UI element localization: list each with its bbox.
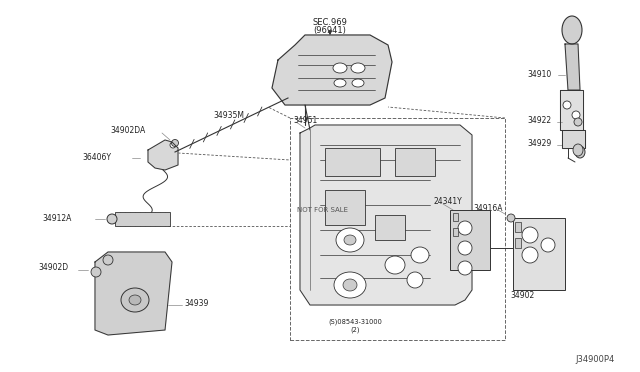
Text: NOT FOR SALE: NOT FOR SALE <box>297 207 348 213</box>
Bar <box>453 213 458 221</box>
Ellipse shape <box>91 267 101 277</box>
Ellipse shape <box>575 146 585 158</box>
Text: 34939: 34939 <box>184 299 209 308</box>
Ellipse shape <box>574 118 582 126</box>
Text: 34935M: 34935M <box>213 110 244 119</box>
Polygon shape <box>560 90 583 130</box>
Text: 34902D: 34902D <box>38 263 68 273</box>
Polygon shape <box>565 44 580 90</box>
Text: (96941): (96941) <box>314 26 346 35</box>
Ellipse shape <box>336 228 364 252</box>
Text: 24341Y: 24341Y <box>434 196 463 205</box>
Ellipse shape <box>103 255 113 265</box>
Ellipse shape <box>458 241 472 255</box>
Ellipse shape <box>334 272 366 298</box>
Ellipse shape <box>563 101 571 109</box>
Ellipse shape <box>507 214 515 222</box>
Ellipse shape <box>343 279 357 291</box>
Ellipse shape <box>573 144 583 156</box>
Ellipse shape <box>562 16 582 44</box>
Bar <box>515 238 521 248</box>
Text: (2): (2) <box>350 327 360 333</box>
Text: 36406Y: 36406Y <box>82 153 111 161</box>
Text: SEC.969: SEC.969 <box>312 17 348 26</box>
Bar <box>115 212 170 226</box>
Polygon shape <box>272 35 392 105</box>
Ellipse shape <box>172 140 179 147</box>
Bar <box>325 148 380 176</box>
Ellipse shape <box>334 79 346 87</box>
Ellipse shape <box>458 221 472 235</box>
Ellipse shape <box>541 238 555 252</box>
Ellipse shape <box>572 111 580 119</box>
Bar <box>513 218 565 290</box>
Bar <box>290 118 505 340</box>
Polygon shape <box>300 125 472 305</box>
Text: 34922: 34922 <box>527 115 551 125</box>
Text: (S)08543-31000: (S)08543-31000 <box>328 319 382 325</box>
Text: 34902DA: 34902DA <box>110 125 145 135</box>
Text: J34900P4: J34900P4 <box>575 356 614 365</box>
Bar <box>453 228 458 236</box>
Bar <box>375 215 405 240</box>
Ellipse shape <box>411 247 429 263</box>
Text: 34902: 34902 <box>510 291 534 299</box>
Ellipse shape <box>344 235 356 245</box>
Polygon shape <box>95 252 172 335</box>
Ellipse shape <box>107 214 117 224</box>
Text: 34912A: 34912A <box>42 214 72 222</box>
Ellipse shape <box>458 261 472 275</box>
Text: 34951: 34951 <box>293 115 317 125</box>
Ellipse shape <box>385 256 405 274</box>
Ellipse shape <box>352 79 364 87</box>
Polygon shape <box>562 130 585 148</box>
Polygon shape <box>148 140 178 170</box>
Ellipse shape <box>522 227 538 243</box>
Bar <box>515 222 521 232</box>
Bar <box>395 148 435 176</box>
Ellipse shape <box>351 63 365 73</box>
Ellipse shape <box>522 247 538 263</box>
Ellipse shape <box>121 288 149 312</box>
Text: 34950M: 34950M <box>460 241 491 250</box>
Ellipse shape <box>170 142 176 148</box>
Text: 34910: 34910 <box>527 70 551 78</box>
Text: 34929: 34929 <box>527 138 551 148</box>
Bar <box>450 210 490 270</box>
Text: 34916A: 34916A <box>473 203 502 212</box>
Ellipse shape <box>333 63 347 73</box>
Ellipse shape <box>407 272 423 288</box>
Bar <box>325 190 365 225</box>
Ellipse shape <box>129 295 141 305</box>
